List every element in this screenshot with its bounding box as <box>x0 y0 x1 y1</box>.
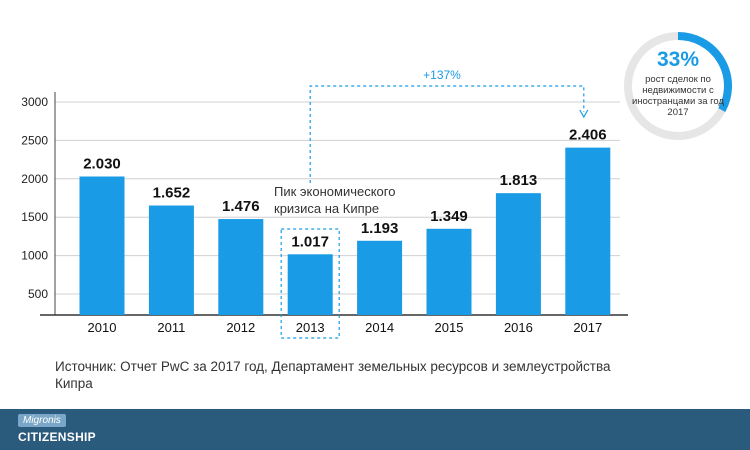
growth-arrowhead <box>579 109 589 119</box>
bar-2017 <box>565 147 611 315</box>
data-label-2011: 1.652 <box>153 185 191 202</box>
x-tick-label-2013: 2013 <box>296 320 325 335</box>
data-label-2017: 2.406 <box>569 127 607 144</box>
y-tick-label: 1000 <box>21 249 48 263</box>
x-tick-label-2012: 2012 <box>226 320 255 335</box>
bar-2011 <box>148 205 194 315</box>
y-tick-label: 2500 <box>21 133 48 147</box>
bar-2014 <box>357 240 403 315</box>
brand-logo-small: Migronis <box>18 414 66 427</box>
bar-chart: 500 1000 1500 2000 2500 3000 2.030 2010 1.652 201… <box>21 68 628 339</box>
bar-2013 <box>287 254 333 315</box>
x-tick-label-2015: 2015 <box>435 320 464 335</box>
footer-bar: Migronis CITIZENSHIP <box>0 409 750 450</box>
badge-percent: 33% <box>656 48 700 71</box>
y-tick-label: 500 <box>28 287 48 301</box>
data-label-2014: 1.193 <box>361 220 399 237</box>
y-tick-label: 1500 <box>21 210 48 224</box>
annotation-line-1: Пик экономического <box>274 184 395 199</box>
data-label-2016: 1.813 <box>500 172 538 189</box>
growth-badge: 33% рост сделок по недвижимости с иностр… <box>622 30 734 142</box>
source-note: Источник: Отчет PwC за 2017 год, Департа… <box>55 359 611 391</box>
badge-ring <box>624 32 732 140</box>
growth-label: +137% <box>423 68 461 82</box>
x-tick-label-2011: 2011 <box>157 320 185 335</box>
badge-description: рост сделок по недвижимости с иностранца… <box>631 74 725 118</box>
bar-2015 <box>426 228 472 315</box>
x-tick-label-2014: 2014 <box>365 320 394 335</box>
brand-logo-text: CITIZENSHIP <box>18 430 96 444</box>
badge-progress-arc <box>677 32 732 113</box>
growth-bracket <box>309 85 585 183</box>
x-tick-label-2016: 2016 <box>504 320 533 335</box>
data-label-2012: 1.476 <box>222 198 260 215</box>
data-label-2015: 1.349 <box>430 208 468 225</box>
x-tick-label-2017: 2017 <box>573 320 602 335</box>
bar-2012 <box>218 219 264 315</box>
data-label-2010: 2.030 <box>83 155 121 172</box>
y-tick-label: 2000 <box>21 172 48 186</box>
data-label-2013: 1.017 <box>291 233 329 250</box>
x-tick-label-2010: 2010 <box>88 320 117 335</box>
annotation-line-2: кризиса на Кипре <box>274 201 379 216</box>
bar-2016 <box>495 193 541 315</box>
y-tick-label: 3000 <box>21 95 48 109</box>
bar-2010 <box>79 176 125 315</box>
